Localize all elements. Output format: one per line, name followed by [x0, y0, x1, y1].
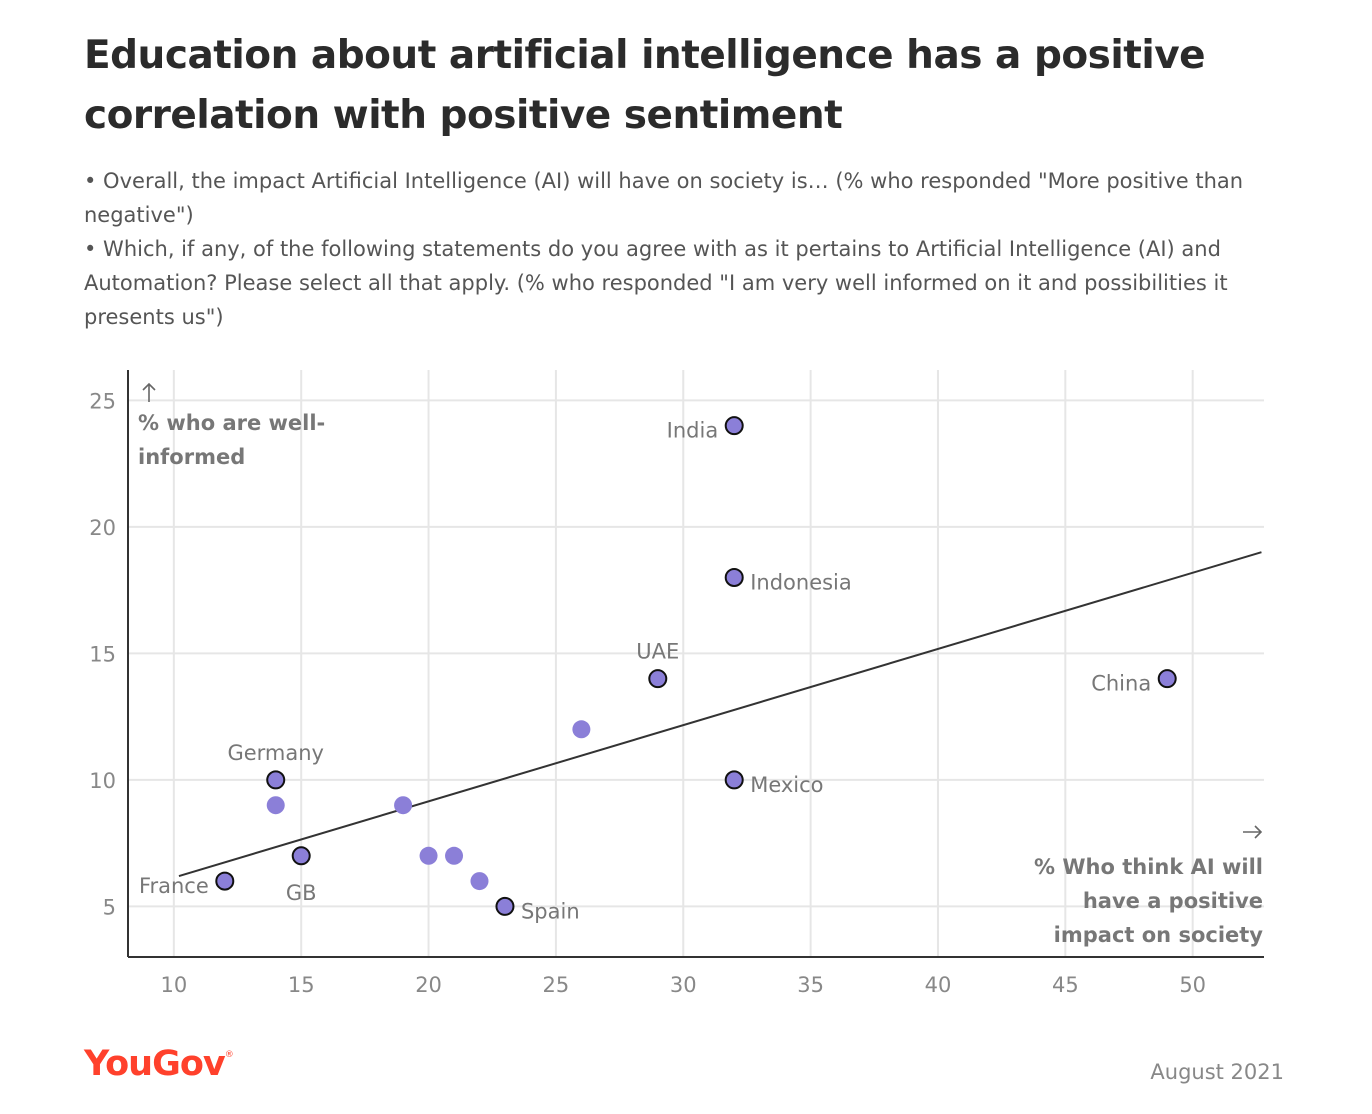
y-axis-title-line: % who are well- — [138, 411, 325, 435]
y-tick-label: 25 — [89, 389, 116, 413]
point-label-mexico: Mexico — [750, 773, 823, 797]
y-tick-label: 5 — [103, 895, 116, 919]
arrow-right-icon — [1243, 825, 1263, 839]
data-point-france — [215, 871, 235, 891]
data-point — [572, 720, 591, 739]
data-point — [419, 846, 438, 865]
y-axis-title-line: informed — [138, 445, 245, 469]
data-point-mexico — [724, 770, 744, 790]
point-label-uae: UAE — [636, 640, 679, 664]
x-tick-label: 15 — [288, 973, 315, 997]
trend-line — [178, 551, 1262, 877]
subtitle-question-2: • Which, if any, of the following statem… — [84, 237, 1228, 329]
x-tick-label: 35 — [797, 973, 824, 997]
data-point-gb — [291, 846, 311, 866]
data-point — [394, 796, 413, 815]
brand-wordmark: YouGov — [84, 1044, 226, 1084]
chart-title: Education about artificial intelligence … — [84, 33, 1206, 138]
y-tick-label: 10 — [89, 769, 116, 793]
chart-subtitle: • Overall, the impact Artificial Intelli… — [84, 164, 1284, 334]
x-tick-label: 10 — [160, 973, 187, 997]
x-tick-label: 30 — [670, 973, 697, 997]
point-label-germany: Germany — [227, 741, 324, 765]
data-point — [445, 846, 464, 865]
x-axis-title-line: % Who think AI will — [1034, 855, 1263, 879]
point-label-india: India — [667, 419, 719, 443]
data-point — [470, 872, 489, 891]
x-axis-title-line: have a positive — [1083, 889, 1263, 913]
x-tick-label: 40 — [925, 973, 952, 997]
scatter-chart: 10 15 20 25 30 35 40 45 50 5 10 15 20 25 % who are wel… — [89, 370, 1264, 997]
point-label-france: France — [139, 874, 209, 898]
point-label-indonesia: Indonesia — [750, 570, 852, 594]
publication-date: August 2021 — [1150, 1060, 1284, 1084]
data-point-indonesia — [724, 567, 744, 587]
arrow-up-icon — [142, 382, 156, 402]
y-tick-label: 15 — [89, 642, 116, 666]
x-tick-label: 50 — [1179, 973, 1206, 997]
yougov-logo: YouGov® — [84, 1044, 234, 1084]
subtitle-question-1: • Overall, the impact Artificial Intelli… — [84, 169, 1244, 227]
point-label-spain: Spain — [521, 899, 580, 923]
data-point-india — [724, 416, 744, 436]
data-point-germany — [266, 770, 286, 790]
point-label-gb: GB — [286, 881, 317, 905]
x-tick-label: 25 — [543, 973, 570, 997]
x-axis-title-line: impact on society — [1054, 923, 1264, 947]
x-tick-label: 45 — [1052, 973, 1079, 997]
data-point-spain — [495, 896, 515, 916]
data-point-uae — [648, 669, 668, 689]
x-tick-label: 20 — [415, 973, 442, 997]
y-tick-label: 20 — [89, 516, 116, 540]
data-point — [266, 796, 285, 815]
point-label-china: China — [1091, 672, 1151, 696]
data-point-china — [1157, 669, 1177, 689]
